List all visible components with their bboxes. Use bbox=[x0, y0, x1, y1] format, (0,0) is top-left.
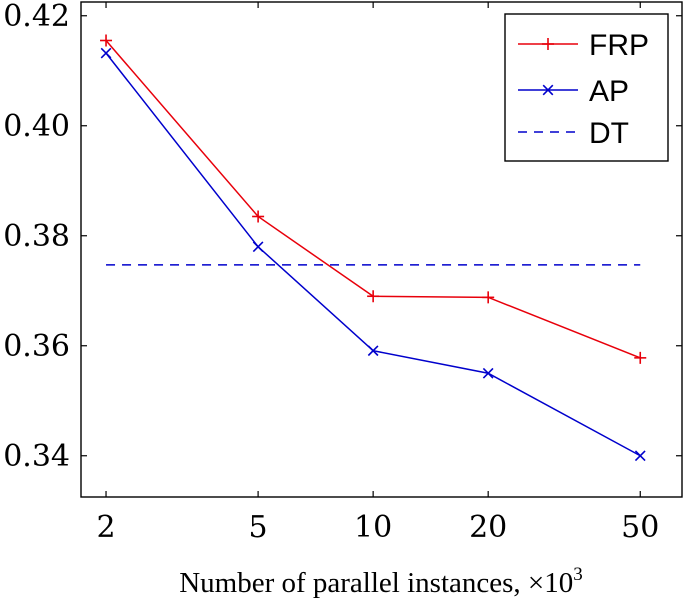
x-axis-label-text: Number of parallel instances, ×10 bbox=[179, 567, 573, 599]
legend-entry-frp: FRP bbox=[518, 29, 649, 62]
axis-ticks bbox=[81, 2, 682, 497]
x-axis-label: Number of parallel instances, ×103 bbox=[179, 564, 583, 599]
x-tick-label-20: 20 bbox=[469, 510, 507, 545]
data-point-frp-10 bbox=[367, 290, 380, 303]
legend-label-frp: FRP bbox=[589, 29, 649, 62]
y-tick-label-2: 0.38 bbox=[3, 219, 70, 254]
plot-area-frame bbox=[80, 1, 683, 498]
x-tick-label-50: 50 bbox=[621, 510, 659, 545]
data-point-frp-2 bbox=[100, 34, 113, 47]
legend-marker-ap bbox=[542, 84, 554, 96]
legend: FRP AP DT bbox=[504, 13, 669, 162]
x-axis-label-exponent: 3 bbox=[573, 564, 583, 585]
y-tick-label-3: 0.40 bbox=[3, 109, 70, 144]
data-point-frp-50 bbox=[634, 351, 647, 364]
legend-entry-ap: AP bbox=[518, 75, 629, 108]
y-tick-label-0: 0.34 bbox=[3, 439, 70, 474]
data-point-ap-50 bbox=[634, 450, 646, 462]
x-tick-label-5: 5 bbox=[249, 510, 268, 545]
y-tick-label-1: 0.36 bbox=[3, 329, 70, 364]
legend-entry-dt: DT bbox=[518, 117, 629, 150]
data-point-ap-2 bbox=[100, 47, 112, 59]
data-point-ap-10 bbox=[367, 345, 379, 357]
legend-label-ap: AP bbox=[589, 75, 629, 108]
data-point-ap-5 bbox=[252, 241, 264, 253]
y-tick-label-4: 0.42 bbox=[3, 0, 70, 34]
x-tick-label-10: 10 bbox=[354, 510, 392, 545]
data-point-ap-20 bbox=[482, 367, 494, 379]
x-tick-label-2: 2 bbox=[96, 510, 115, 545]
legend-label-dt: DT bbox=[589, 117, 629, 150]
axis-tick-labels: 2 5 10 20 50 0.34 0.36 0.38 0.40 0.42 bbox=[3, 0, 659, 545]
legend-box bbox=[504, 13, 669, 162]
data-point-frp-5 bbox=[252, 210, 265, 223]
data-point-frp-20 bbox=[482, 291, 495, 304]
series-markers bbox=[100, 34, 647, 462]
legend-marker-frp bbox=[542, 38, 554, 50]
